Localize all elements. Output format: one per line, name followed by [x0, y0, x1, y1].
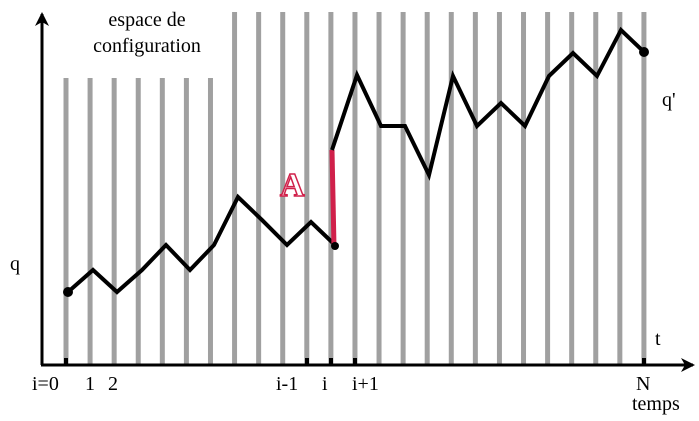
segment-a	[329, 149, 337, 248]
time-slice	[545, 12, 551, 364]
label: q	[10, 253, 20, 275]
tick-label: i=0	[32, 373, 59, 395]
path	[66, 193, 337, 295]
time-slice	[87, 78, 93, 364]
time-slice	[472, 12, 478, 364]
time-slice	[641, 12, 647, 364]
time-slice	[593, 12, 599, 364]
time-slice	[448, 12, 454, 364]
time-slice	[183, 78, 189, 364]
time-slice	[256, 12, 262, 364]
tick-marks	[64, 358, 646, 365]
time-slice	[159, 78, 165, 364]
time-slice	[496, 12, 502, 364]
time-slice	[280, 12, 286, 364]
time-slice	[304, 12, 310, 364]
point	[331, 242, 339, 250]
time-slice	[232, 12, 238, 364]
time-slice	[569, 12, 575, 364]
time-slice	[135, 78, 141, 364]
time-slices	[63, 12, 647, 364]
label: t	[655, 328, 661, 350]
time-slice	[63, 78, 69, 364]
time-slice	[207, 78, 213, 364]
time-slice	[617, 12, 623, 364]
title: espace de	[108, 9, 185, 31]
time-slice	[111, 78, 117, 364]
title: configuration	[93, 35, 201, 57]
tick-label: 2	[108, 373, 118, 395]
tick-label: 1	[85, 373, 95, 395]
time-slice	[400, 12, 406, 364]
time-slice	[352, 12, 358, 364]
tick-label: i+1	[352, 373, 379, 395]
time-slice	[376, 12, 382, 364]
tick-label: i-1	[276, 373, 298, 395]
label: temps	[632, 393, 680, 415]
end-point	[639, 47, 649, 57]
tick-label: i	[322, 373, 328, 395]
time-slice	[521, 12, 527, 364]
path	[330, 26, 646, 181]
time-slice	[424, 12, 430, 364]
label: A	[280, 167, 305, 204]
label: q'	[662, 89, 676, 111]
start-point	[63, 287, 73, 297]
tick-label: N	[636, 373, 650, 395]
